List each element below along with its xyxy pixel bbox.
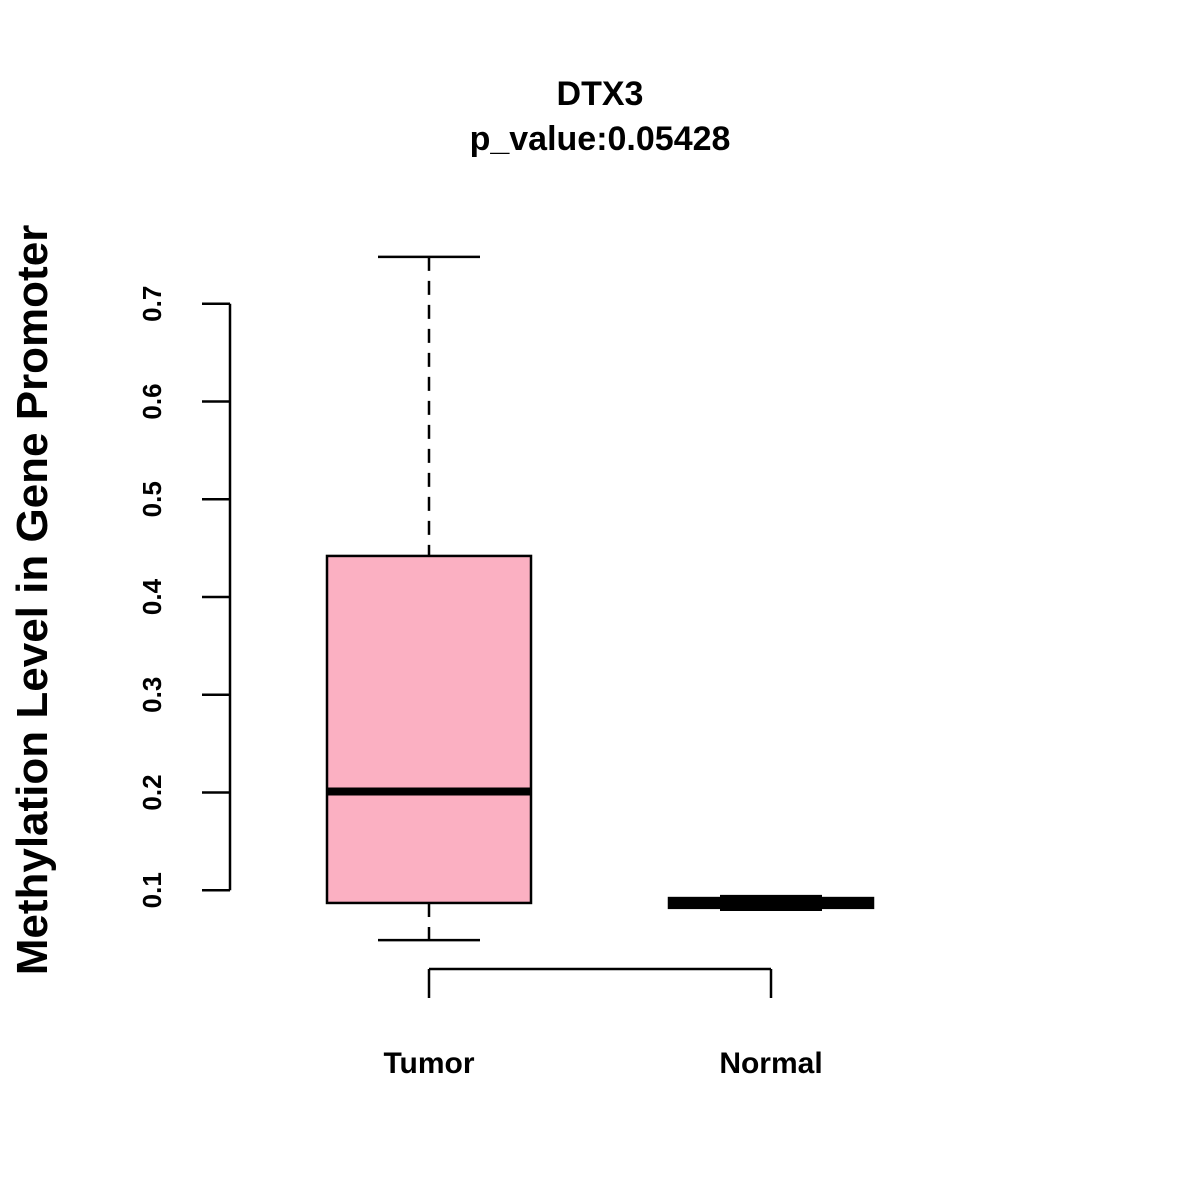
y-tick-label: 0.6 xyxy=(137,383,167,419)
box-normal xyxy=(667,894,875,912)
x-tick-label-tumor: Tumor xyxy=(383,1047,474,1080)
y-tick-label: 0.4 xyxy=(137,578,167,615)
y-tick-label: 0.7 xyxy=(137,286,167,322)
y-axis-title: Methylation Level in Gene Promoter xyxy=(8,225,57,976)
y-tick-label: 0.5 xyxy=(137,481,167,517)
y-tick-label: 0.3 xyxy=(137,677,167,713)
y-tick-label: 0.1 xyxy=(137,872,167,908)
iqr-box xyxy=(325,554,533,905)
chart-subtitle: p_value:0.05428 xyxy=(470,120,731,158)
y-tick-label: 0.2 xyxy=(137,774,167,810)
chart-title: DTX3 xyxy=(557,75,644,113)
x-tick-label-normal: Normal xyxy=(719,1047,822,1080)
y-axis: 0.1 0.2 0.3 0.4 0.5 0.6 0.7 xyxy=(137,286,232,908)
box-tumor xyxy=(325,255,533,942)
boxes-group xyxy=(325,255,875,942)
x-axis: Tumor Normal xyxy=(383,967,823,1080)
